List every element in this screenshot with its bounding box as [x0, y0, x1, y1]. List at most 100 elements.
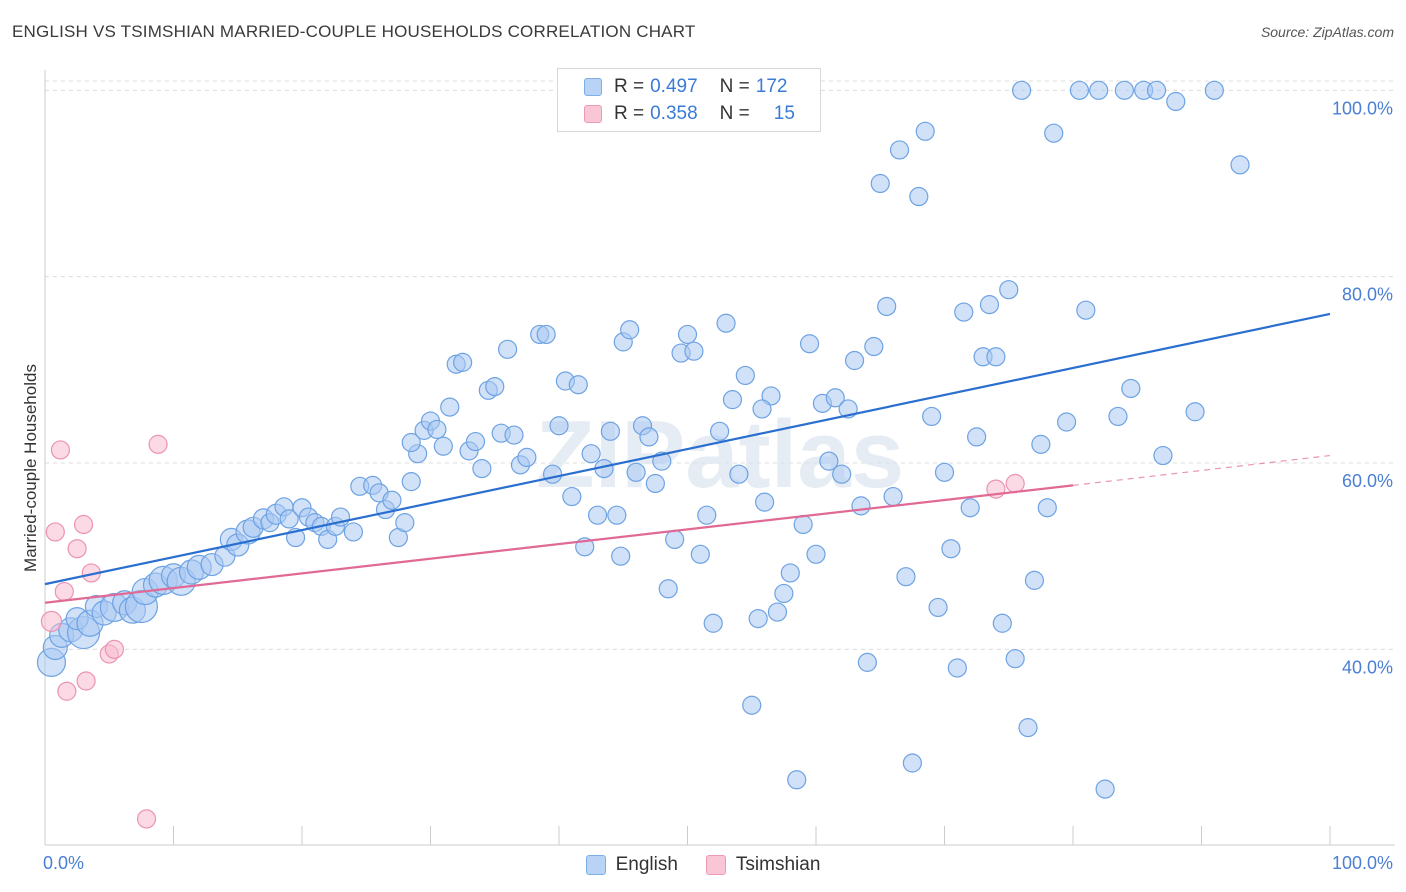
english-point	[851, 496, 871, 516]
english-point	[752, 399, 772, 419]
english-point	[517, 447, 537, 468]
english-point	[465, 431, 486, 452]
trend-lines	[44, 312, 1331, 604]
english-point	[710, 421, 730, 441]
english-point	[1114, 80, 1135, 100]
r-value: 0.358	[650, 103, 698, 124]
english-point	[761, 386, 781, 406]
english-point	[652, 451, 672, 471]
english-point	[979, 295, 1000, 315]
english-point	[1108, 406, 1128, 427]
english-point	[716, 313, 736, 333]
x-tick-label: 0.0%	[43, 853, 84, 873]
english-point	[729, 464, 749, 484]
english-point	[787, 770, 807, 790]
english-point	[922, 406, 942, 427]
english-point	[1044, 123, 1064, 143]
tsimshian-point	[104, 639, 124, 659]
english-point	[864, 336, 884, 357]
english-point	[1185, 402, 1205, 422]
english-point	[793, 514, 813, 535]
english-point	[967, 427, 987, 447]
tsimshian-point	[148, 434, 168, 454]
english-point	[645, 473, 665, 494]
english-point	[767, 602, 788, 622]
english-point	[427, 419, 447, 440]
axes	[44, 70, 1395, 846]
english-point	[1018, 718, 1038, 738]
english-point	[902, 753, 922, 773]
english-point	[954, 302, 974, 322]
y-tick-label: 100.0%	[1332, 98, 1393, 118]
english-point	[581, 444, 601, 464]
english-point	[549, 416, 569, 436]
english-point	[889, 140, 910, 160]
english-point	[401, 432, 421, 453]
english-point	[440, 397, 460, 417]
english-point	[568, 375, 588, 395]
english-point	[934, 462, 955, 482]
english-point	[1204, 80, 1224, 100]
legend-item-english[interactable]: English	[585, 854, 678, 876]
english-point	[883, 486, 903, 507]
series-legend: English Tsimshian	[0, 852, 1406, 878]
english-point	[1153, 445, 1173, 466]
english-point	[735, 365, 755, 386]
english-point	[909, 186, 929, 207]
english-point	[542, 464, 563, 484]
english-legend-label: English	[615, 854, 678, 875]
r-value: 0.497	[650, 76, 698, 97]
tsimshian-points	[40, 434, 1025, 829]
n-label: N =	[719, 76, 750, 97]
english-point	[401, 472, 421, 492]
english-point	[620, 320, 640, 340]
english-point	[819, 451, 839, 471]
english-point	[947, 658, 967, 678]
tsimshian-point	[67, 539, 87, 559]
english-point	[825, 388, 845, 408]
english-swatch	[584, 78, 602, 96]
english-point	[639, 427, 659, 447]
tsimshian-point	[54, 581, 74, 602]
english-point	[279, 509, 299, 529]
english-point	[453, 352, 473, 372]
english-point	[658, 579, 678, 599]
english-point	[1031, 434, 1051, 454]
english-point	[1146, 80, 1167, 100]
tsimshian-trend-extension	[1072, 454, 1331, 486]
tick-labels: 40.0% 60.0% 80.0% 100.0% 0.0% 100.0%	[43, 98, 1393, 873]
english-point	[742, 695, 762, 715]
english-point	[722, 390, 743, 410]
tsimshian-point	[50, 440, 71, 460]
english-point	[1011, 80, 1032, 100]
english-point	[343, 522, 363, 542]
english-point	[1069, 80, 1090, 100]
source-label: Source: ZipAtlas.com	[1260, 24, 1394, 40]
x-tick-label: 100.0%	[1332, 853, 1393, 873]
english-point	[665, 529, 685, 550]
r-label: R =	[614, 103, 645, 124]
english-point	[1230, 155, 1250, 175]
english-point	[1121, 378, 1141, 399]
english-point	[799, 334, 820, 354]
english-point	[857, 652, 878, 672]
tsimshian-point	[40, 610, 63, 632]
english-point	[992, 613, 1012, 633]
english-point	[928, 597, 948, 618]
english-point	[684, 341, 704, 361]
legend-item-tsimshian[interactable]: Tsimshian	[705, 854, 820, 876]
english-point	[896, 567, 916, 587]
english-point	[870, 173, 890, 194]
english-point	[536, 324, 556, 345]
tsimshian-point	[1005, 473, 1025, 494]
english-point	[915, 121, 935, 141]
n-value: 15	[773, 103, 795, 124]
english-point	[472, 458, 492, 479]
english-point	[1076, 300, 1096, 320]
english-point	[626, 462, 646, 482]
legend-row-english: R = 0.497 N = 172	[584, 74, 787, 100]
english-point	[677, 324, 698, 345]
tsimshian-point	[45, 522, 65, 542]
english-point	[774, 583, 794, 604]
